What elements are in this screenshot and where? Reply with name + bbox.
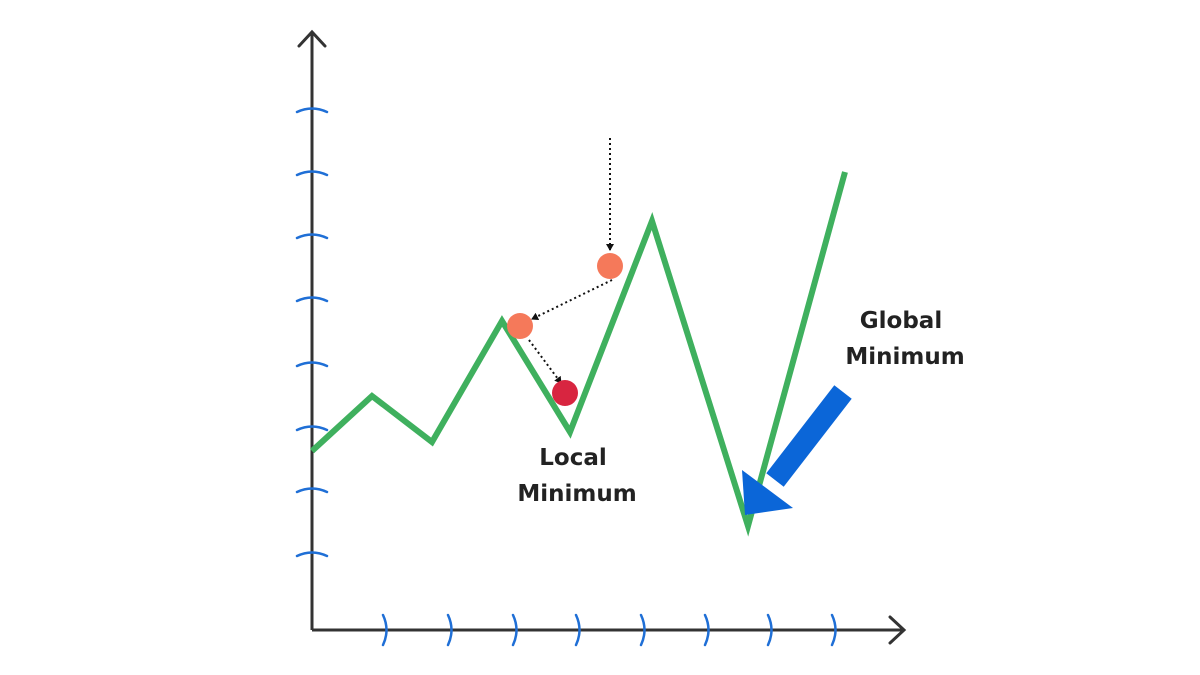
global-minimum-arrow [742, 385, 852, 515]
descent-path [528, 138, 614, 384]
x-tick-4 [574, 613, 581, 647]
y-tick-4 [295, 296, 329, 303]
x-tick-2 [446, 613, 453, 647]
y-axis-ticks [295, 107, 329, 558]
ball-step-2 [507, 313, 533, 339]
global-minimum-line-2: Minimum [845, 344, 964, 370]
y-tick-2 [295, 170, 329, 177]
y-tick-7 [295, 487, 329, 494]
x-axis-ticks [381, 613, 837, 647]
axes [297, 29, 907, 645]
x-tick-5 [639, 613, 646, 647]
y-axis-arrowhead [297, 29, 327, 48]
loss-curve [309, 171, 848, 537]
x-tick-3 [511, 613, 518, 647]
global-minimum-label: Global Minimum [845, 308, 964, 370]
y-tick-6 [295, 425, 329, 432]
x-tick-1 [381, 613, 388, 647]
step-path-arrow-2 [528, 339, 562, 384]
x-tick-7 [766, 613, 773, 647]
ball-start [597, 253, 623, 279]
global-minimum-line-1: Global [860, 308, 942, 334]
y-tick-5 [295, 361, 329, 368]
y-tick-8 [295, 551, 329, 558]
step-path-arrow-1 [531, 279, 613, 320]
y-tick-1 [295, 107, 329, 114]
local-minimum-line-1: Local [539, 445, 607, 471]
local-minimum-line-2: Minimum [517, 481, 636, 507]
x-tick-6 [703, 613, 710, 647]
x-axis-arrowhead [888, 615, 907, 645]
x-tick-8 [830, 613, 837, 647]
ball-end [552, 380, 578, 406]
y-tick-3 [295, 233, 329, 240]
local-minimum-label: Local Minimum [517, 445, 636, 507]
